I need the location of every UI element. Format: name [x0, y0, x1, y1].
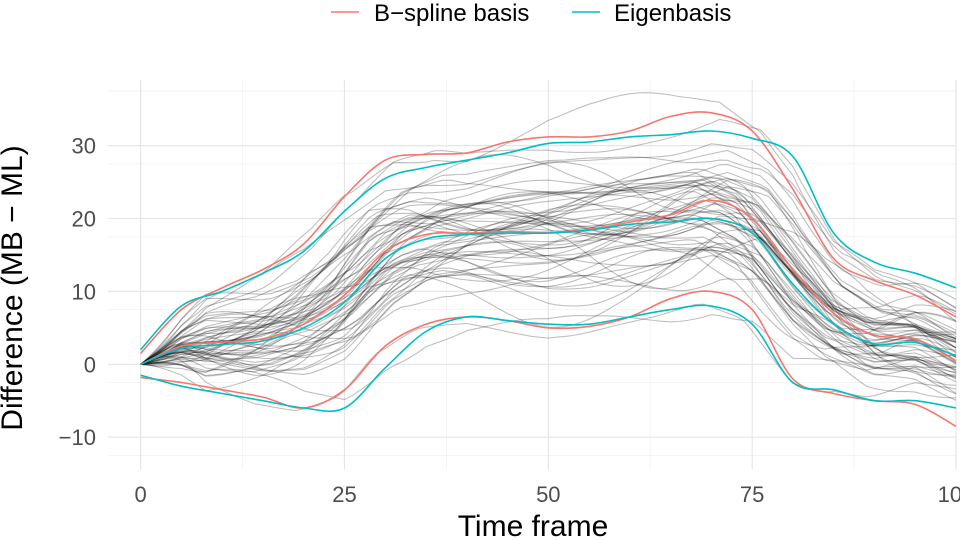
- individual-curve: [140, 149, 957, 365]
- x-tick-label: 75: [740, 482, 764, 507]
- individual-curve: [140, 184, 957, 365]
- individual-curve: [140, 239, 957, 377]
- y-tick-label: 30: [72, 134, 96, 159]
- individual-curve: [140, 191, 957, 376]
- individual-curve: [140, 199, 957, 365]
- x-tick-label: 50: [536, 482, 560, 507]
- individual-curve: [140, 221, 957, 365]
- series-lines: [140, 111, 957, 428]
- eigenbasis-lower-line: [140, 304, 957, 413]
- individual-curve: [140, 189, 957, 365]
- individual-curve: [140, 168, 957, 365]
- individual-curve: [140, 248, 957, 401]
- individual-curve: [140, 220, 957, 373]
- individual-curve: [140, 249, 957, 374]
- individual-curve: [140, 161, 957, 365]
- x-tick-label: 25: [332, 482, 356, 507]
- individual-curve: [140, 236, 957, 375]
- individual-curve: [140, 221, 957, 386]
- eigenbasis-upper-line: [140, 130, 957, 351]
- individual-curve: [140, 210, 957, 395]
- bspline-lower-line: [140, 290, 957, 428]
- plot-panel: [108, 80, 957, 470]
- individual-curve: [140, 143, 957, 365]
- individual-curve: [140, 208, 957, 371]
- individual-curve: [140, 255, 957, 372]
- x-axis-title: Time frame: [458, 510, 609, 540]
- individual-curve: [140, 228, 957, 365]
- individual-curve: [140, 186, 957, 365]
- individual-curve: [140, 184, 956, 365]
- individual-curve: [140, 156, 957, 365]
- eigenbasis-mean-line: [140, 217, 957, 366]
- x-tick-label: 0: [134, 482, 146, 507]
- individual-curve: [140, 180, 957, 365]
- individual-curve: [140, 171, 957, 365]
- individual-curve: [140, 189, 957, 365]
- individual-curve: [140, 314, 957, 401]
- individual-curve: [140, 191, 957, 365]
- individual-curve: [140, 177, 957, 365]
- grid: [108, 80, 957, 470]
- x-tick-label: 100: [938, 482, 960, 507]
- legend-label-bspline: B−spline basis: [374, 0, 529, 27]
- background-curves: [140, 92, 957, 412]
- legend: B−spline basis Eigenbasis: [331, 0, 731, 27]
- bspline-upper-line: [140, 111, 957, 354]
- individual-curve: [140, 228, 957, 379]
- y-axis-ticks: −10 0 10 20 30: [59, 134, 96, 451]
- individual-curve: [140, 164, 957, 365]
- y-axis-title: Difference (MB − ML): [0, 145, 29, 430]
- individual-curve: [140, 246, 957, 365]
- individual-curve: [140, 246, 957, 392]
- individual-curve: [140, 92, 957, 365]
- x-axis-ticks: 0 25 50 75 100: [134, 482, 960, 507]
- individual-curve: [140, 274, 957, 383]
- y-tick-label: 20: [72, 207, 96, 232]
- individual-curve: [140, 191, 957, 365]
- individual-curve: [140, 179, 957, 368]
- individual-curve: [140, 175, 957, 365]
- individual-curve: [140, 153, 957, 365]
- individual-curve: [140, 213, 957, 373]
- individual-curve: [140, 181, 957, 365]
- individual-curve: [140, 225, 957, 378]
- y-tick-label: −10: [59, 425, 96, 450]
- y-tick-label: 10: [72, 279, 96, 304]
- individual-curve: [140, 197, 957, 365]
- individual-curve: [140, 171, 957, 365]
- individual-curve: [140, 217, 957, 365]
- individual-curve: [140, 209, 957, 365]
- individual-curve: [140, 212, 957, 365]
- individual-curve: [140, 118, 957, 365]
- legend-label-eigenbasis: Eigenbasis: [614, 0, 731, 27]
- individual-curve: [140, 199, 957, 373]
- individual-curve: [140, 218, 957, 380]
- individual-curve: [140, 179, 957, 365]
- individual-curve: [140, 233, 957, 365]
- individual-curve: [140, 242, 957, 365]
- y-tick-label: 0: [84, 352, 96, 377]
